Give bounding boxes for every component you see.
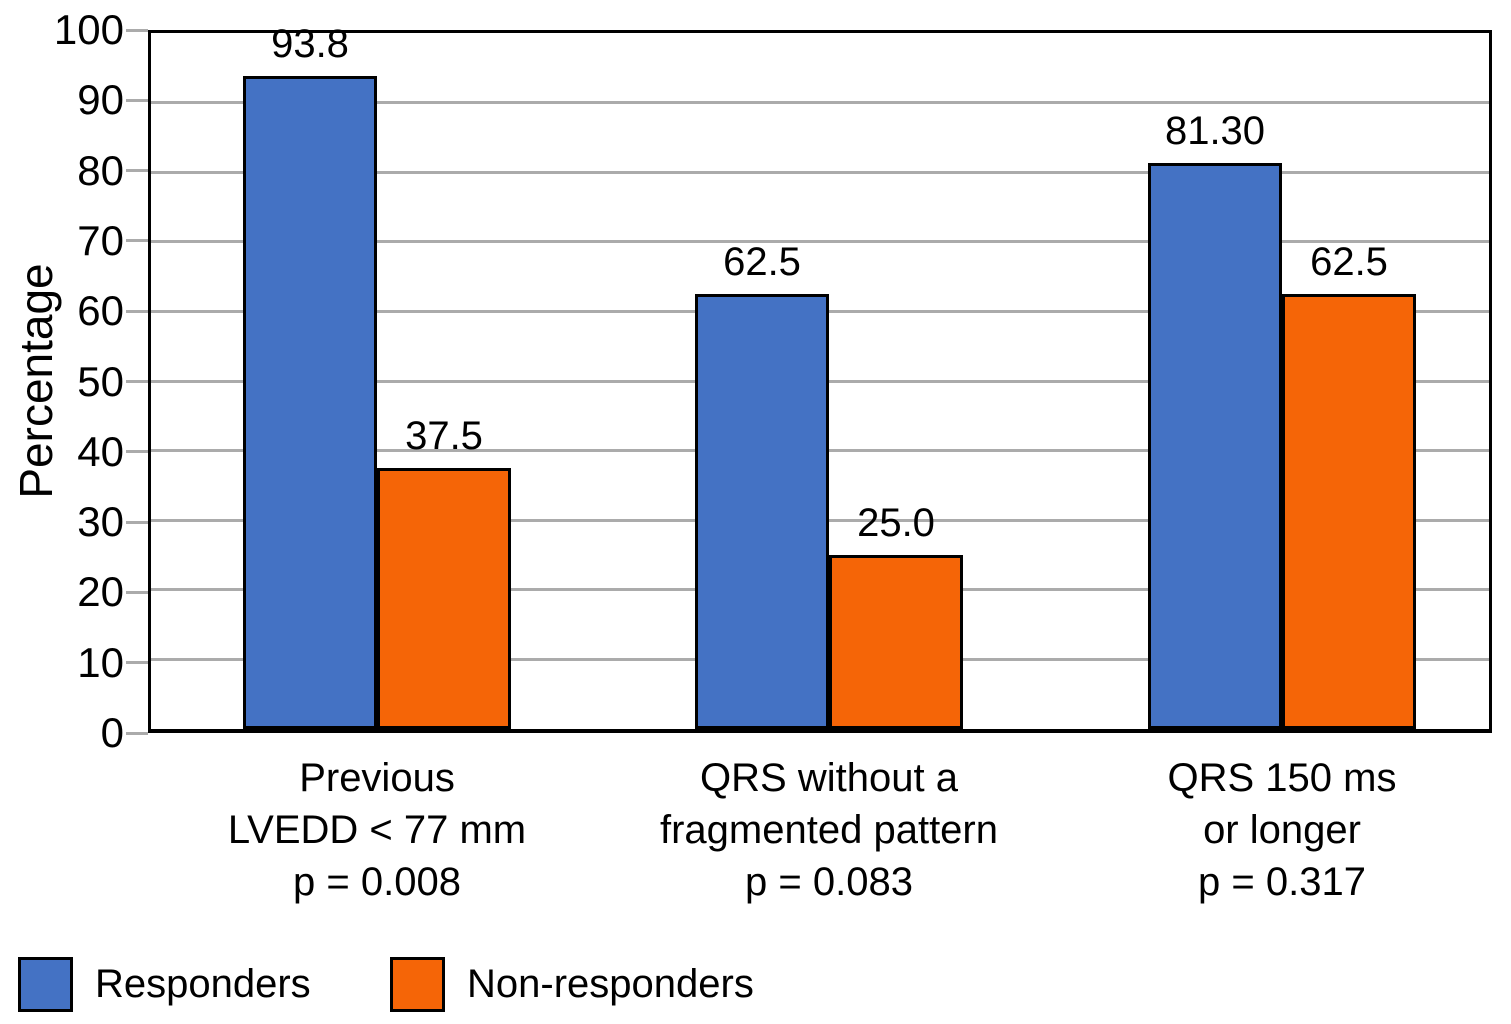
category-label-line: p = 0.008 [293,860,461,904]
value-label-responders-group-0: 93.8 [271,22,349,67]
responders-swatch-icon [18,957,73,1012]
y-tick-mark-30 [126,520,148,524]
value-label-non-responders-group-1: 25.0 [857,501,935,545]
bar-non-responders-group-2 [1282,294,1416,729]
legend-label-non-responders: Non-responders [467,962,754,1006]
legend-item-non-responders: Non-responders [390,957,754,1012]
y-tick-label-10: 10 [77,638,124,686]
y-tick-label-50: 50 [77,357,124,405]
y-tick-label-70: 70 [77,216,124,264]
y-tick-label-100: 100 [53,6,124,53]
value-label-non-responders-group-2: 62.5 [1310,240,1388,284]
bar-non-responders-group-0 [377,468,511,729]
y-tick-label-40: 40 [77,427,124,475]
value-label-non-responders-group-0: 37.5 [405,414,483,458]
category-label-1: QRS without a fragmented pattern p = 0.083 [660,752,998,908]
category-label-line: Previous [299,756,455,800]
legend-item-responders: Responders [18,957,311,1012]
y-tick-mark-0 [126,731,148,735]
value-label-responders-group-2: 81.30 [1164,109,1266,154]
y-tick-mark-70 [126,239,148,243]
category-label-0: Previous LVEDD < 77 mm p = 0.008 [228,752,526,908]
gridline-80 [151,170,1489,174]
gridline-90 [151,101,1489,105]
non-responders-swatch-icon [390,957,445,1012]
y-tick-mark-60 [126,309,148,313]
gridline-70 [151,240,1489,244]
y-tick-mark-50 [126,380,148,383]
y-tick-label-20: 20 [77,568,124,616]
y-tick-label-80: 80 [77,146,124,194]
value-label-responders-group-1: 62.5 [723,240,801,284]
category-label-line: QRS without a [700,756,958,800]
bar-responders-group-2 [1148,163,1282,729]
bar-responders-group-0 [243,76,377,729]
y-tick-mark-10 [126,661,148,665]
plot-area: 93.8 62.5 81.30 37.5 25.0 62.5 [148,24,1492,733]
category-label-line: or longer [1203,808,1361,852]
legend-label-responders: Responders [95,962,311,1006]
y-tick-label-30: 30 [77,498,124,546]
bar-responders-group-1 [695,294,829,729]
y-tick-label-90: 90 [77,76,124,124]
legend: Responders Non-responders [0,957,1511,1012]
category-label-line: p = 0.083 [745,860,913,904]
category-label-2: QRS 150 ms or longer p = 0.317 [1168,752,1397,908]
y-tick-mark-90 [126,98,148,102]
category-label-line: LVEDD < 77 mm [227,808,527,852]
y-tick-mark-20 [126,590,148,594]
y-tick-mark-80 [126,169,148,173]
y-tick-mark-100 [126,28,148,32]
y-tick-label-0: 0 [100,709,124,756]
category-label-line: QRS 150 ms [1167,756,1397,800]
category-label-line: p = 0.317 [1198,860,1366,904]
y-tick-mark-40 [126,450,148,454]
category-label-line: fragmented pattern [660,808,998,852]
y-tick-label-60: 60 [77,287,124,335]
bar-non-responders-group-1 [829,555,963,729]
